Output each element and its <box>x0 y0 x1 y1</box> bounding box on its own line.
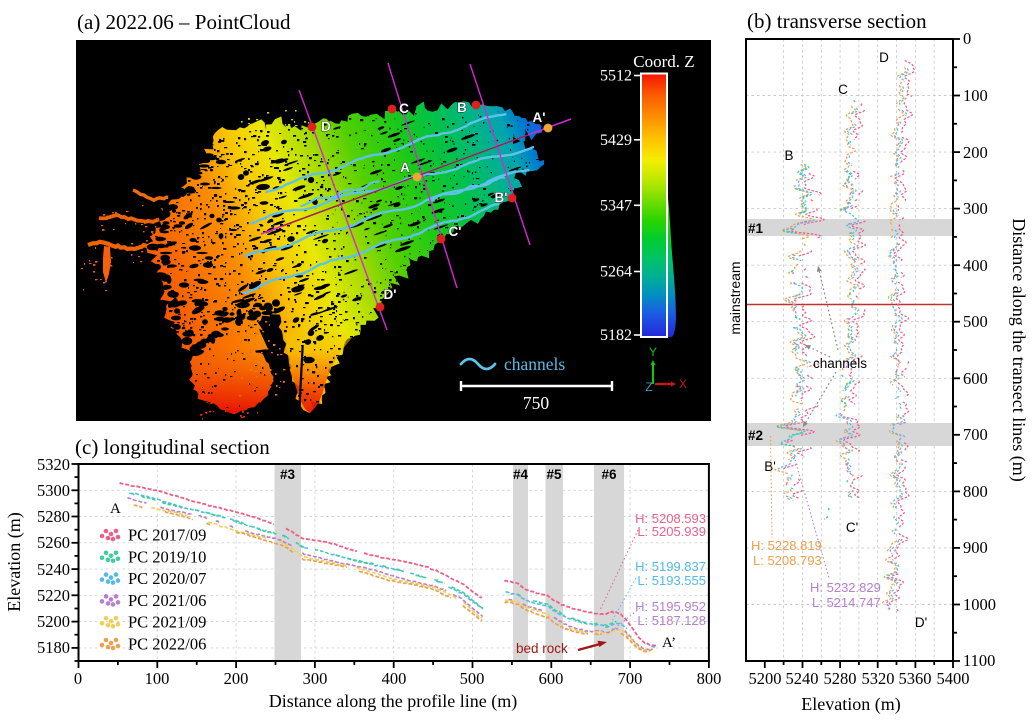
svg-text:200: 200 <box>963 143 988 162</box>
svg-text:C: C <box>838 82 848 97</box>
svg-text:C: C <box>399 101 409 116</box>
svg-text:A: A <box>400 160 410 175</box>
svg-text:C': C' <box>846 520 858 535</box>
svg-text:L: 5205.939: L: 5205.939 <box>637 524 706 539</box>
svg-text:B': B' <box>764 459 776 474</box>
svg-text:5200: 5200 <box>749 669 782 688</box>
svg-text:700: 700 <box>618 669 643 688</box>
svg-text:1000: 1000 <box>963 595 996 614</box>
svg-text:5280: 5280 <box>37 507 70 526</box>
svg-text:H: 5232.829: H: 5232.829 <box>810 580 881 595</box>
svg-text:5264: 5264 <box>600 264 632 281</box>
svg-text:5512: 5512 <box>600 68 632 85</box>
svg-text:#1: #1 <box>748 221 764 236</box>
svg-text:5320: 5320 <box>862 669 895 688</box>
svg-text:5400: 5400 <box>937 669 970 688</box>
svg-text:#5: #5 <box>546 467 562 482</box>
svg-text:5240: 5240 <box>37 560 70 579</box>
svg-text:0: 0 <box>963 29 971 48</box>
svg-text:C': C' <box>449 224 462 239</box>
svg-text:5180: 5180 <box>37 638 70 657</box>
svg-text:0: 0 <box>74 669 82 688</box>
svg-text:Z: Z <box>645 380 652 394</box>
svg-text:PC 2017/09: PC 2017/09 <box>128 526 206 545</box>
svg-text:750: 750 <box>523 393 550 413</box>
svg-text:D: D <box>321 119 331 134</box>
svg-text:100: 100 <box>145 669 170 688</box>
svg-text:L: 5214.747: L: 5214.747 <box>812 595 881 610</box>
svg-text:(b) transverse section: (b) transverse section <box>747 9 927 33</box>
svg-text:B: B <box>457 100 467 115</box>
svg-text:500: 500 <box>963 312 988 331</box>
svg-text:800: 800 <box>697 669 722 688</box>
svg-text:PC 2019/10: PC 2019/10 <box>128 547 206 566</box>
svg-text:800: 800 <box>963 482 988 501</box>
svg-text:5347: 5347 <box>600 197 632 214</box>
svg-text:1100: 1100 <box>963 651 995 670</box>
svg-text:100: 100 <box>963 86 988 105</box>
svg-text:D': D' <box>384 287 397 302</box>
svg-text:200: 200 <box>224 669 249 688</box>
svg-text:mainstream: mainstream <box>727 261 743 334</box>
svg-text:400: 400 <box>963 256 988 275</box>
svg-text:300: 300 <box>963 199 988 218</box>
svg-text:5260: 5260 <box>37 533 70 552</box>
svg-text:PC 2021/09: PC 2021/09 <box>128 613 206 632</box>
svg-text:H: 5199.837: H: 5199.837 <box>635 559 706 574</box>
svg-text:700: 700 <box>963 425 988 444</box>
svg-text:Distance along the transect li: Distance along the transect lines (m) <box>1008 218 1029 481</box>
svg-text:#4: #4 <box>513 467 529 482</box>
svg-text:channels: channels <box>813 356 867 371</box>
svg-text:PC 2022/06: PC 2022/06 <box>128 635 206 654</box>
svg-text:(c) longitudinal section: (c) longitudinal section <box>75 435 270 459</box>
svg-text:A: A <box>110 501 121 517</box>
svg-text:H: 5228.819: H: 5228.819 <box>751 538 822 553</box>
svg-text:Coord. Z: Coord. Z <box>633 52 694 71</box>
svg-text:5220: 5220 <box>37 586 70 605</box>
svg-text:400: 400 <box>382 669 407 688</box>
svg-text:5320: 5320 <box>37 455 70 474</box>
svg-text:L: 5193.555: L: 5193.555 <box>637 573 706 588</box>
svg-text:A': A' <box>533 110 546 125</box>
svg-text:H: 5208.593: H: 5208.593 <box>635 511 706 526</box>
svg-text:Elevation (m): Elevation (m) <box>801 694 900 715</box>
svg-text:5280: 5280 <box>824 669 857 688</box>
svg-text:D: D <box>879 50 889 65</box>
svg-text:5240: 5240 <box>786 669 819 688</box>
svg-text:D': D' <box>915 615 927 630</box>
svg-text:L: 5187.128: L: 5187.128 <box>637 613 706 628</box>
svg-text:#6: #6 <box>601 467 617 482</box>
svg-text:Distance along the profile lin: Distance along the profile line (m) <box>269 691 517 712</box>
svg-text:500: 500 <box>460 669 485 688</box>
svg-text:PC 2020/07: PC 2020/07 <box>128 569 206 588</box>
svg-text:300: 300 <box>303 669 328 688</box>
svg-text:X: X <box>679 377 687 391</box>
svg-text:channels: channels <box>504 354 565 374</box>
svg-text:(a) 2022.06 – PointCloud: (a) 2022.06 – PointCloud <box>77 10 291 34</box>
svg-text:B: B <box>784 148 793 163</box>
svg-text:Elevation (m): Elevation (m) <box>4 512 25 611</box>
svg-text:#3: #3 <box>280 467 296 482</box>
svg-text:5360: 5360 <box>899 669 932 688</box>
svg-text:5429: 5429 <box>600 132 632 149</box>
svg-text:600: 600 <box>963 369 988 388</box>
svg-text:L: 5208.793: L: 5208.793 <box>753 553 822 568</box>
svg-text:H: 5195.952: H: 5195.952 <box>635 599 706 614</box>
svg-text:bed rock: bed rock <box>516 641 568 656</box>
svg-text:5300: 5300 <box>37 481 70 500</box>
svg-text:A’: A’ <box>662 635 676 651</box>
svg-text:#2: #2 <box>748 428 763 443</box>
svg-text:PC 2021/06: PC 2021/06 <box>128 591 206 610</box>
svg-text:Y: Y <box>649 345 657 359</box>
svg-text:B': B' <box>495 190 508 205</box>
svg-text:5182: 5182 <box>600 327 632 344</box>
svg-text:900: 900 <box>963 538 988 557</box>
svg-text:600: 600 <box>539 669 564 688</box>
svg-text:5200: 5200 <box>37 612 70 631</box>
